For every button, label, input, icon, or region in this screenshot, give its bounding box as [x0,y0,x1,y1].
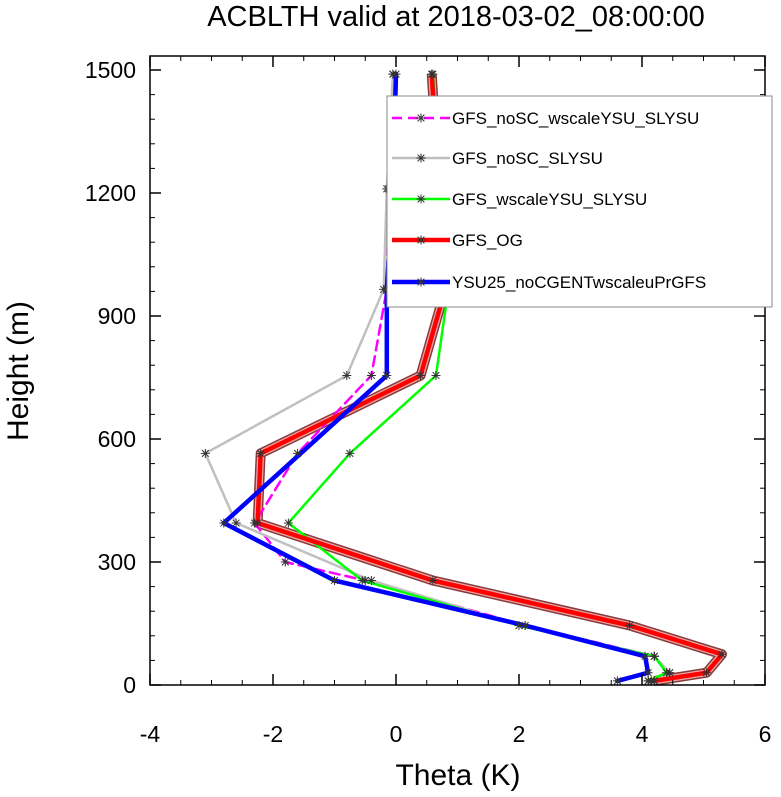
legend-marker-0 [416,113,426,123]
x-tick-label-4: 4 [636,721,649,747]
x-axis-title: Theta (K) [395,759,520,792]
data-marker-3-4 [428,575,438,585]
data-marker-1-5 [231,518,241,528]
data-marker-0-5 [280,557,290,567]
data-marker-4-2 [640,651,650,661]
data-marker-3-7 [416,370,426,380]
data-marker-4-6 [382,370,392,380]
data-marker-2-3 [514,621,524,631]
data-marker-4-4 [330,575,339,585]
data-marker-3-0 [649,676,659,686]
legend-label-1: GFS_noSC_SLYSU [452,149,603,168]
y-tick-label-1: 300 [98,549,136,575]
x-tick-label-5: 6 [759,721,772,747]
legend-label-4: YSU25_noCGENTwscaleuPrGFS [452,273,706,292]
legend-marker-2 [416,194,426,204]
data-marker-1-4 [366,575,376,585]
data-marker-2-7 [431,370,441,380]
legend-label-0: GFS_noSC_wscaleYSU_SLYSU [452,109,699,128]
x-tick-label-3: 2 [513,721,526,747]
marker-layer [200,69,727,686]
data-marker-2-6 [345,448,355,458]
data-marker-3-3 [625,621,635,631]
x-tick-label-2: 0 [390,721,403,747]
y-axis-title: Height (m) [2,301,35,441]
legend-label-3: GFS_OG [452,231,523,250]
legend-label-2: GFS_wscaleYSU_SLYSU [452,190,647,209]
data-marker-3-10 [427,69,437,79]
data-marker-1-6 [200,448,210,458]
x-tick-label-0: -4 [140,721,161,747]
legend-marker-4 [416,277,426,287]
data-marker-3-2 [717,649,727,659]
legend-box [386,95,773,308]
legend: GFS_noSC_wscaleYSU_SLYSU GFS_noSC_SLYSU GF… [386,95,773,308]
tick-layer: -4 -2 0 2 4 6 0 300 600 900 1200 1500 [85,56,772,747]
data-marker-4-3 [520,621,530,631]
y-tick-label-0: 0 [123,672,136,698]
data-marker-3-5 [253,518,263,528]
data-marker-0-7 [293,448,303,458]
y-tick-label-3: 900 [98,303,136,329]
data-marker-4-5 [219,518,229,528]
legend-marker-1 [416,153,426,163]
data-marker-2-5 [283,518,293,528]
data-marker-3-6 [256,448,266,458]
y-tick-label-4: 1200 [85,180,136,206]
data-marker-1-7 [342,370,352,380]
data-marker-2-0 [643,676,653,686]
data-marker-3-1 [702,668,712,678]
y-tick-label-2: 600 [98,426,136,452]
legend-marker-3 [416,235,426,245]
data-marker-4-9 [391,69,401,79]
data-marker-2-4 [357,575,367,585]
chart-title: ACBLTH valid at 2018-03-02_08:00:00 [207,1,705,33]
data-marker-2-1 [662,668,672,678]
y-tick-label-5: 1500 [85,57,136,83]
data-marker-4-0 [612,676,622,686]
data-marker-4-1 [643,668,653,678]
data-marker-0-8 [366,370,376,380]
data-marker-2-2 [649,651,659,661]
x-tick-label-1: -2 [263,721,283,747]
